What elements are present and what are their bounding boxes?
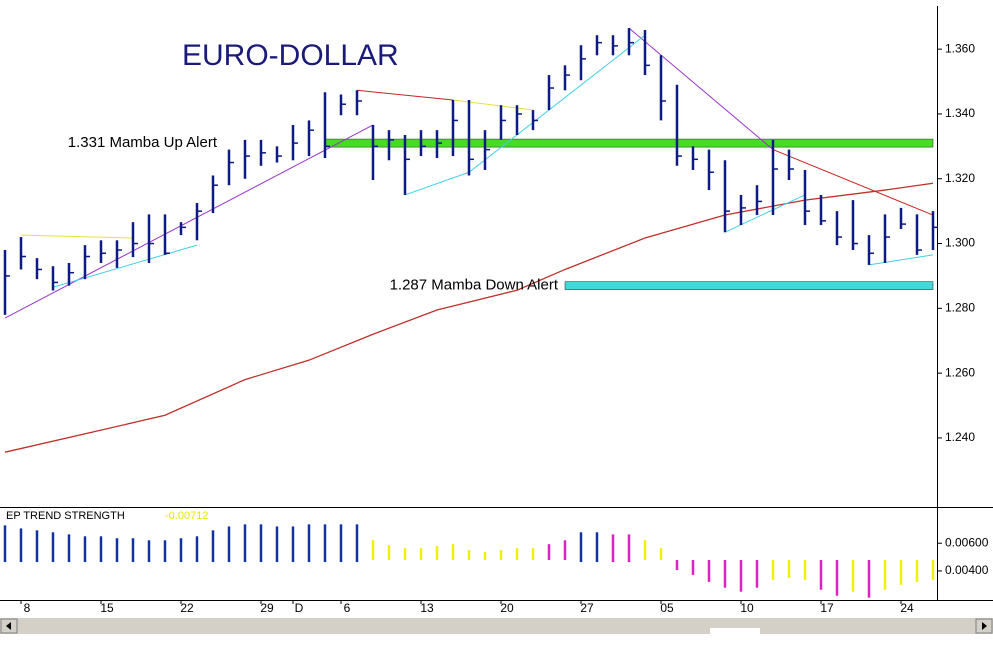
y-tick-label: 1.240: [945, 430, 975, 444]
trend-line: [628, 27, 774, 150]
x-tick-label: 10: [740, 601, 754, 615]
scroll-track: [0, 618, 993, 634]
x-tick-label: 8: [24, 601, 31, 615]
alert-band: [324, 138, 934, 148]
x-tick-label: 05: [660, 601, 674, 615]
y-tick-label: 1.360: [945, 41, 975, 55]
trend-line: [724, 194, 806, 233]
scroll-thumb[interactable]: [710, 628, 760, 634]
x-tick-label: 22: [180, 601, 194, 615]
x-tick-label: 17: [820, 601, 834, 615]
y-tick-label: 1.260: [945, 365, 975, 379]
y-tick-label: 0.00600: [945, 535, 989, 549]
trend-line: [52, 244, 198, 288]
y-tick-label: 1.320: [945, 171, 975, 185]
chart-title: EURO-DOLLAR: [182, 39, 399, 72]
x-tick-label: 29: [260, 601, 274, 615]
indicator-value: -0.00712: [165, 510, 208, 522]
trend-line: [452, 99, 534, 111]
trend-line: [772, 149, 934, 216]
trend-line: [4, 124, 374, 319]
x-tick-label: 20: [500, 601, 514, 615]
trend-line: [356, 89, 454, 101]
arrow-left: [6, 622, 11, 630]
alert-label: 1.331 Mamba Up Alert: [68, 134, 218, 151]
alert-band: [564, 281, 934, 290]
scrollbar: [0, 618, 993, 634]
trend-line: [20, 234, 134, 239]
moving-average: [4, 182, 934, 453]
x-tick-label: 6: [344, 601, 351, 615]
trend-line: [868, 254, 934, 266]
y-tick-label: 1.340: [945, 106, 975, 120]
arrow-right: [982, 622, 987, 630]
x-tick-label: D: [295, 601, 304, 615]
x-tick-label: 13: [420, 601, 434, 615]
alert-label: 1.287 Mamba Down Alert: [390, 277, 559, 294]
x-tick-label: 15: [100, 601, 114, 615]
y-tick-label: 0.00400: [945, 563, 989, 577]
y-tick-label: 1.300: [945, 236, 975, 250]
x-tick-label: 27: [580, 601, 594, 615]
indicator-title: EP TREND STRENGTH: [6, 510, 125, 522]
x-tick-label: 24: [900, 601, 914, 615]
y-tick-label: 1.280: [945, 301, 975, 315]
